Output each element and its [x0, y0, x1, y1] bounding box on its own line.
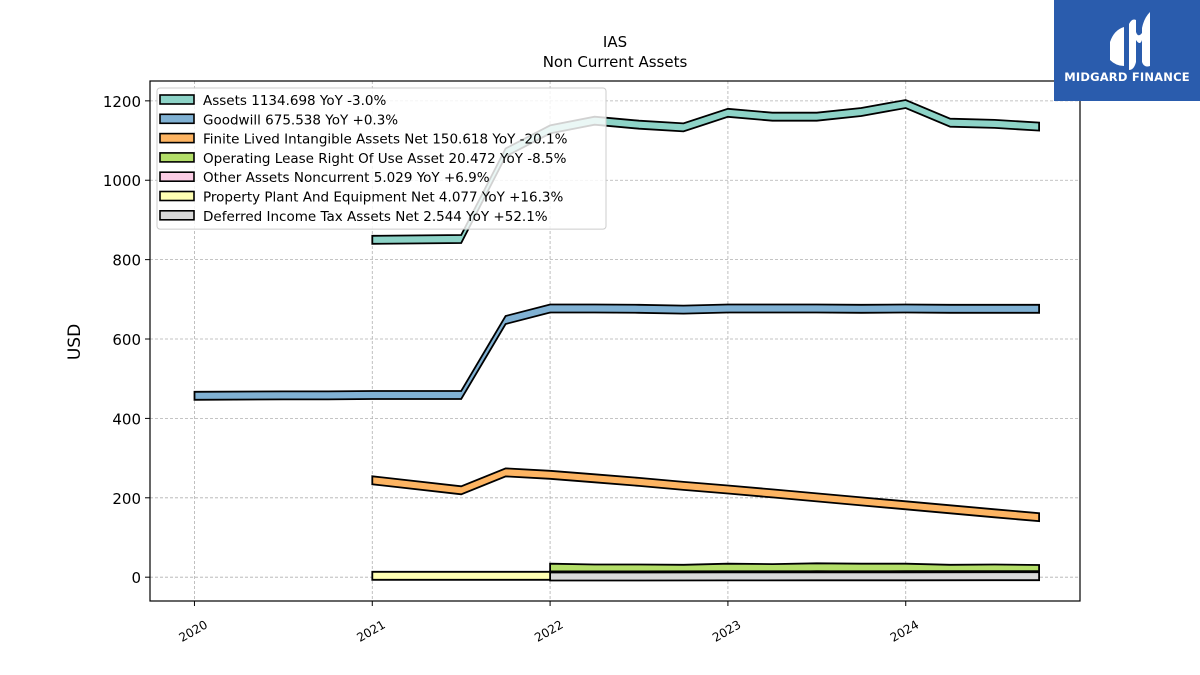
chart-subtitle: Non Current Assets [543, 53, 688, 71]
y-tick-label: 200 [112, 490, 141, 508]
legend-swatch [159, 94, 195, 105]
y-tick-label: 600 [112, 331, 141, 349]
logo-text: MIDGARD FINANCE [1064, 70, 1190, 84]
x-tick-label: 2024 [888, 617, 921, 644]
chart-title: IAS [603, 33, 627, 51]
legend-swatch [159, 152, 195, 163]
legend-entry-label: Deferred Income Tax Assets Net 2.544 YoY… [203, 209, 548, 225]
legend-box [156, 87, 607, 230]
legend-entry-label: Other Assets Noncurrent 5.029 YoY +6.9% [203, 170, 490, 186]
x-tick-label: 2020 [177, 617, 210, 644]
midgard-finance-logo: MIDGARD FINANCE [1054, 0, 1200, 101]
legend-swatch [159, 190, 195, 202]
y-tick-label: 0 [131, 569, 141, 587]
legend-swatch [159, 132, 195, 144]
x-tick-label: 2023 [710, 617, 743, 644]
series-deferred-income-tax-assets-net-band [549, 571, 1040, 582]
x-tick-label: 2021 [354, 617, 387, 644]
legend: Assets 1134.698 YoY -3.0% Goodwill 675.53… [156, 87, 607, 230]
logo-mark-icon [1110, 12, 1150, 70]
y-tick-label: 400 [112, 410, 141, 428]
y-tick-label: 1200 [103, 93, 141, 111]
series-finite-lived-intangible-assets-net-band [371, 467, 1040, 523]
legend-entry-label: Operating Lease Right Of Use Asset 20.47… [203, 151, 567, 167]
plot-frame [149, 80, 1081, 602]
series-goodwill-band [193, 303, 1040, 401]
legend-swatch [159, 113, 195, 125]
legend-entry-label: Goodwill 675.538 YoY +0.3% [203, 112, 398, 128]
legend-entry-label: Finite Lived Intangible Assets Net 150.6… [203, 132, 568, 148]
y-tick-label: 800 [112, 252, 141, 270]
y-tick-label: 1000 [103, 172, 141, 190]
y-axis-label: USD [65, 324, 85, 360]
legend-entry-label: Property Plant And Equipment Net 4.077 Y… [203, 190, 563, 206]
legend-swatch [159, 171, 195, 182]
x-tick-label: 2022 [532, 617, 565, 644]
legend-entry-label: Assets 1134.698 YoY -3.0% [203, 93, 387, 109]
legend-swatch [159, 210, 195, 221]
